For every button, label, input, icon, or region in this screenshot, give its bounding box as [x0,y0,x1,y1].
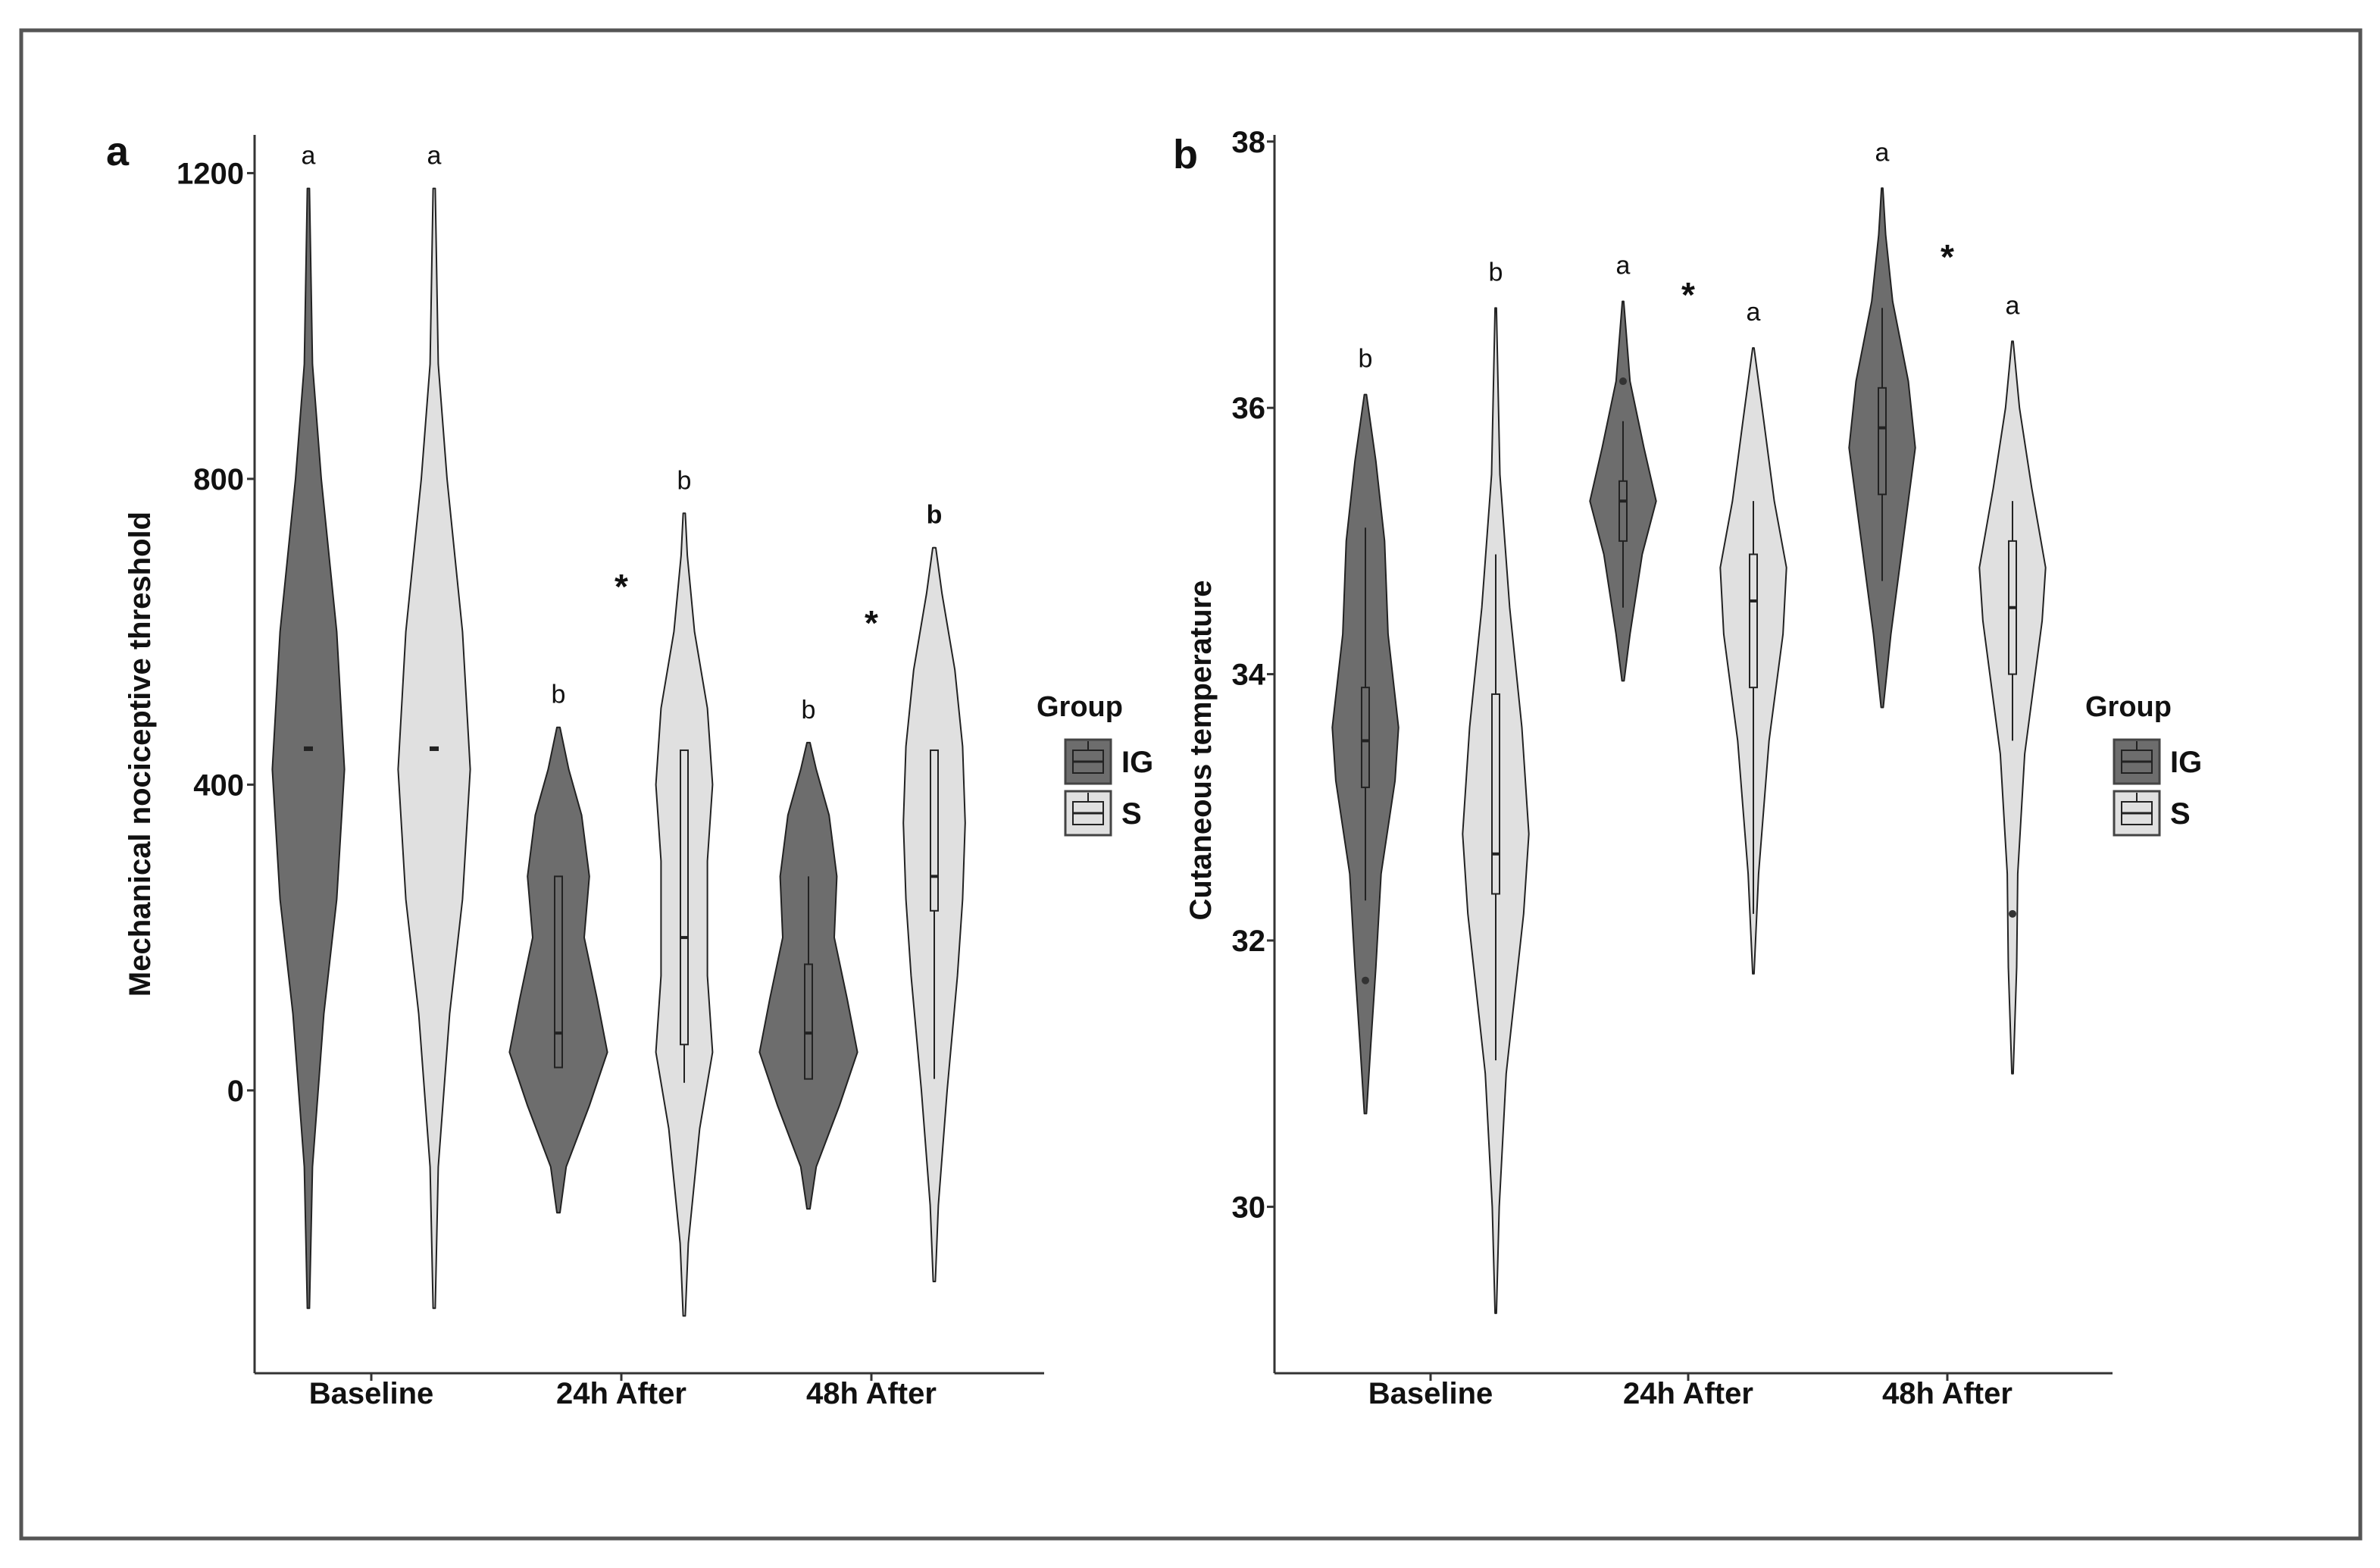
figure-frame [19,28,2363,1541]
y-tick-label: 32 [1232,925,1266,958]
y-tick-label: 1200 [177,157,244,190]
significance-letter: a [427,142,442,171]
significance-star: * [1941,237,1954,277]
panel-b-y-axis-title: Cutaneous temperature [1184,581,1218,921]
y-tick-label: 800 [193,463,244,496]
y-tick-label: 30 [1232,1191,1266,1224]
significance-letter: a [1747,298,1761,327]
panel-b-plot: 30 32 34 36 38 Baseline 24h After 48h After b b a a… [1232,126,2203,1410]
significance-star: * [865,603,878,643]
significance-letter: a [302,142,316,171]
significance-letter: b [552,681,566,709]
legend-label: S [2170,797,2191,831]
x-tick-label: 48h After [1882,1377,2013,1410]
y-tick-label: 400 [193,768,244,802]
panel-b: b Cutaneous temperature 30 32 34 36 38 Baseli… [1173,126,2202,1410]
significance-letter: a [1616,252,1631,280]
significance-letter: b [1359,345,1373,374]
box [1361,687,1370,788]
panel-a-label: a [106,129,130,174]
box [680,749,689,1046]
x-tick-label: Baseline [309,1377,434,1410]
significance-letter: b [677,466,692,495]
box [1618,480,1628,542]
box [804,963,813,1080]
legend-label: IG [1121,746,1153,779]
x-tick-label: 24h After [556,1377,686,1410]
significance-letter: a [2006,291,2020,320]
panel-a-plot: 0 400 800 1200 Baseline 24h After 48h After a a b… [177,135,1153,1410]
y-tick-label: 34 [1232,659,1266,692]
legend-label: IG [2170,746,2202,779]
box [930,749,939,912]
panel-a-y-axis-title: Mechanical nociceptive threshold [124,512,157,997]
box [1878,387,1887,496]
outlier-point [1619,377,1627,386]
x-tick-label: Baseline [1368,1377,1493,1410]
significance-star: * [1681,275,1695,315]
panel-b-label: b [1173,132,1198,177]
y-tick-label: 36 [1232,392,1266,425]
box [1491,693,1500,895]
outlier-point [2009,909,2016,918]
panel-a: a Mechanical nociceptive threshold 0 400 8… [106,129,1153,1410]
legend-title: Group [2085,691,2172,723]
x-tick-label: 24h After [1623,1377,1753,1410]
legend-title: Group [1037,691,1123,723]
box [1749,553,1758,689]
significance-letter: b [927,501,943,530]
significance-letter: a [1875,138,1890,167]
box [554,875,563,1069]
legend-label: S [1121,797,1142,831]
outlier-point [1362,976,1369,984]
y-tick-label: 38 [1232,126,1266,159]
x-tick-label: 48h After [806,1377,937,1410]
y-tick-label: 0 [227,1075,244,1108]
significance-letter: b [1489,258,1503,286]
significance-star: * [615,567,628,606]
significance-letter: b [802,696,816,725]
